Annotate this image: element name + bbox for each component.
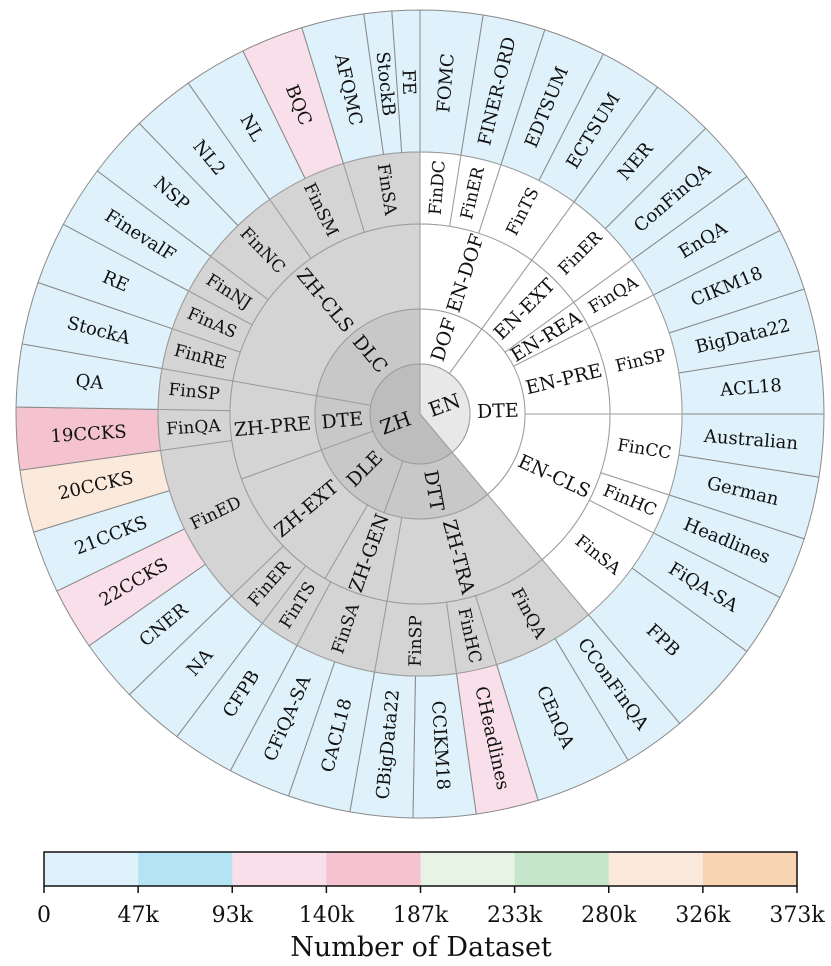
task-label: FinSP [406, 615, 427, 667]
colorbar-tick-label: 233k [487, 903, 543, 928]
category-label: DTE [321, 408, 365, 434]
sunburst-rings [15, 9, 825, 819]
language-segment [419, 363, 471, 454]
colorbar-bin [44, 852, 139, 886]
colorbar-tick-label: 0 [37, 903, 51, 928]
colorbar: 0 47k 93k 140k 187k 233k 280k 326k 373k [37, 851, 825, 928]
colorbar-tick-label: 93k [212, 903, 254, 928]
category-label: DTE [477, 400, 520, 423]
colorbar-tick-label: 326k [675, 903, 731, 928]
colorbar-bin [326, 852, 421, 886]
dataset-label: ACL18 [718, 375, 782, 401]
colorbar-bin [232, 852, 327, 886]
task-label: FinQA [166, 416, 222, 439]
colorbar-tick-label: 140k [299, 903, 355, 928]
dataset-label: 19CCKS [50, 421, 127, 447]
task-label: FinDC [426, 160, 450, 216]
colorbar-tick-label: 47k [117, 903, 159, 928]
colorbar-tick-label: 280k [581, 903, 637, 928]
colorbar-title: Number of Dataset [290, 932, 552, 963]
colorbar-bin [702, 852, 798, 886]
dataset-label: QA [75, 370, 106, 394]
colorbar-bin [420, 852, 516, 886]
dataset-label: FE [397, 69, 419, 95]
colorbar-bin [608, 852, 704, 886]
dataset-label: FOMC [433, 53, 459, 114]
task-label: FinSP [168, 380, 221, 405]
language-segment [369, 363, 453, 465]
colorbar-tick-label: 187k [393, 903, 449, 928]
colorbar-bin [138, 852, 233, 886]
colorbar-bin [514, 852, 610, 886]
colorbar-tick-label: 373k [769, 903, 825, 928]
